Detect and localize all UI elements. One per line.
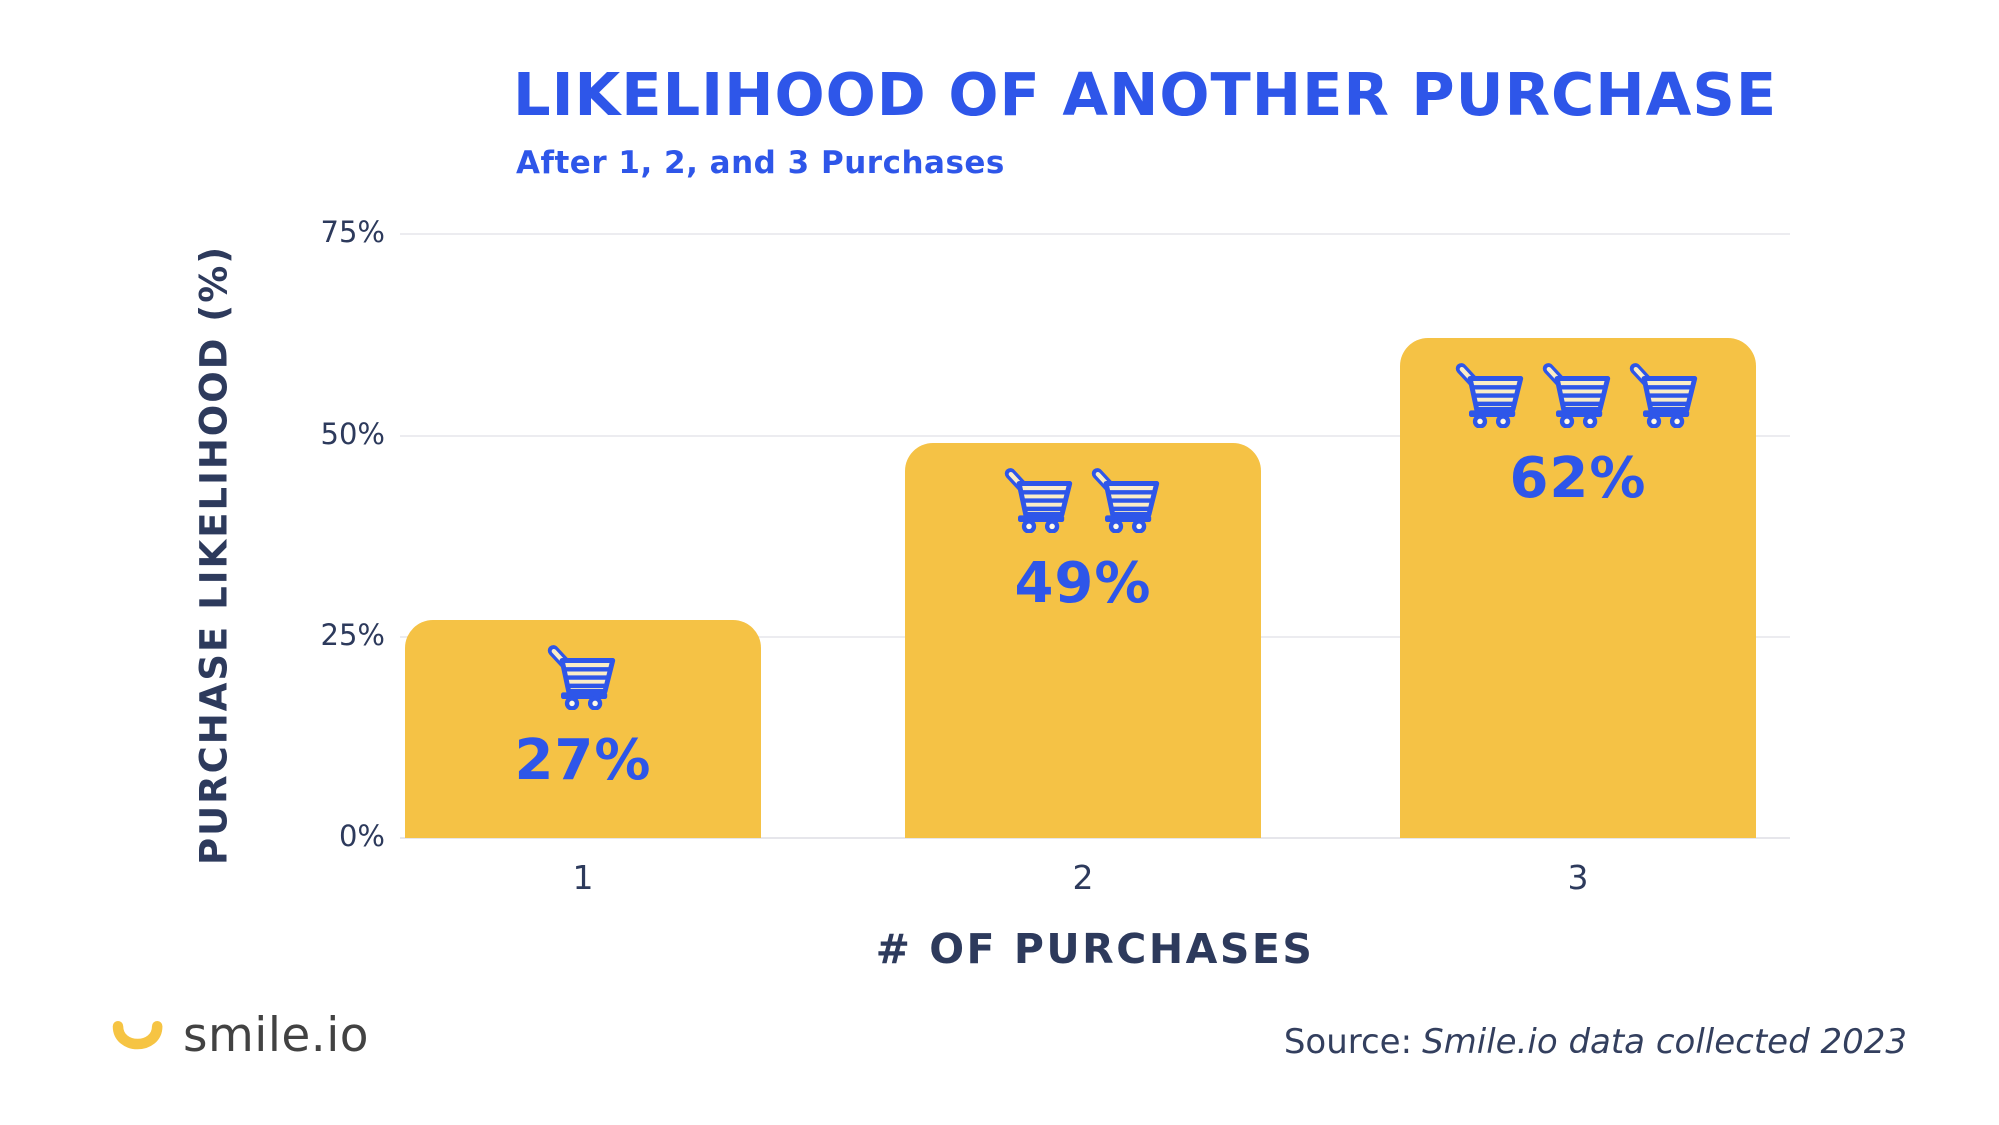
- gridline-0-baseline: [400, 837, 1790, 839]
- smileio-logo: smile.io: [110, 1008, 369, 1063]
- x-tick-2: 2: [1072, 858, 1094, 897]
- cart-icon-group: [1003, 467, 1164, 533]
- cart-icon-group: [546, 644, 620, 710]
- x-tick-3: 3: [1567, 858, 1589, 897]
- x-axis-title: # OF PURCHASES: [875, 925, 1315, 973]
- shopping-cart-icon: [1091, 468, 1159, 533]
- chart-subtitle: After 1, 2, and 3 Purchases: [516, 145, 1005, 181]
- gridline-75: [400, 233, 1790, 235]
- bar-3-value-label: 62%: [1509, 446, 1647, 511]
- y-tick-25: 25%: [320, 618, 385, 652]
- source-attribution: Source: Smile.io data collected 2023: [1284, 1022, 1907, 1062]
- y-tick-0: 0%: [338, 819, 385, 853]
- x-tick-1: 1: [572, 858, 594, 897]
- y-axis-title: PURCHASE LIKELIHOOD (%): [192, 244, 236, 866]
- bar-1-purchase: 27%: [405, 620, 761, 838]
- bar-3-purchases: 62%: [1400, 338, 1756, 838]
- source-text: Smile.io data collected 2023: [1422, 1022, 1907, 1062]
- plot-area: 75% 50% 25% 0% 27%: [321, 215, 1790, 897]
- shopping-cart-icon: [1629, 363, 1698, 428]
- gridline-50: [400, 435, 1790, 437]
- shopping-cart-icon: [1542, 363, 1611, 428]
- y-tick-50: 50%: [320, 417, 385, 451]
- bar-2-value-label: 49%: [1014, 551, 1152, 616]
- bar-1-value-label: 27%: [514, 728, 652, 793]
- y-tick-75: 75%: [320, 215, 385, 249]
- shopping-cart-icon: [1455, 363, 1524, 428]
- smile-icon: [112, 1020, 163, 1049]
- chart-title: LIKELIHOOD OF ANOTHER PURCHASE: [513, 60, 1778, 129]
- bar-2-purchases: 49%: [905, 443, 1261, 838]
- shopping-cart-icon: [547, 645, 616, 710]
- shopping-cart-icon: [1004, 468, 1072, 533]
- source-prefix: Source:: [1283, 1022, 1413, 1062]
- cart-icon-group: [1454, 362, 1702, 428]
- logo-text: smile.io: [183, 1008, 370, 1063]
